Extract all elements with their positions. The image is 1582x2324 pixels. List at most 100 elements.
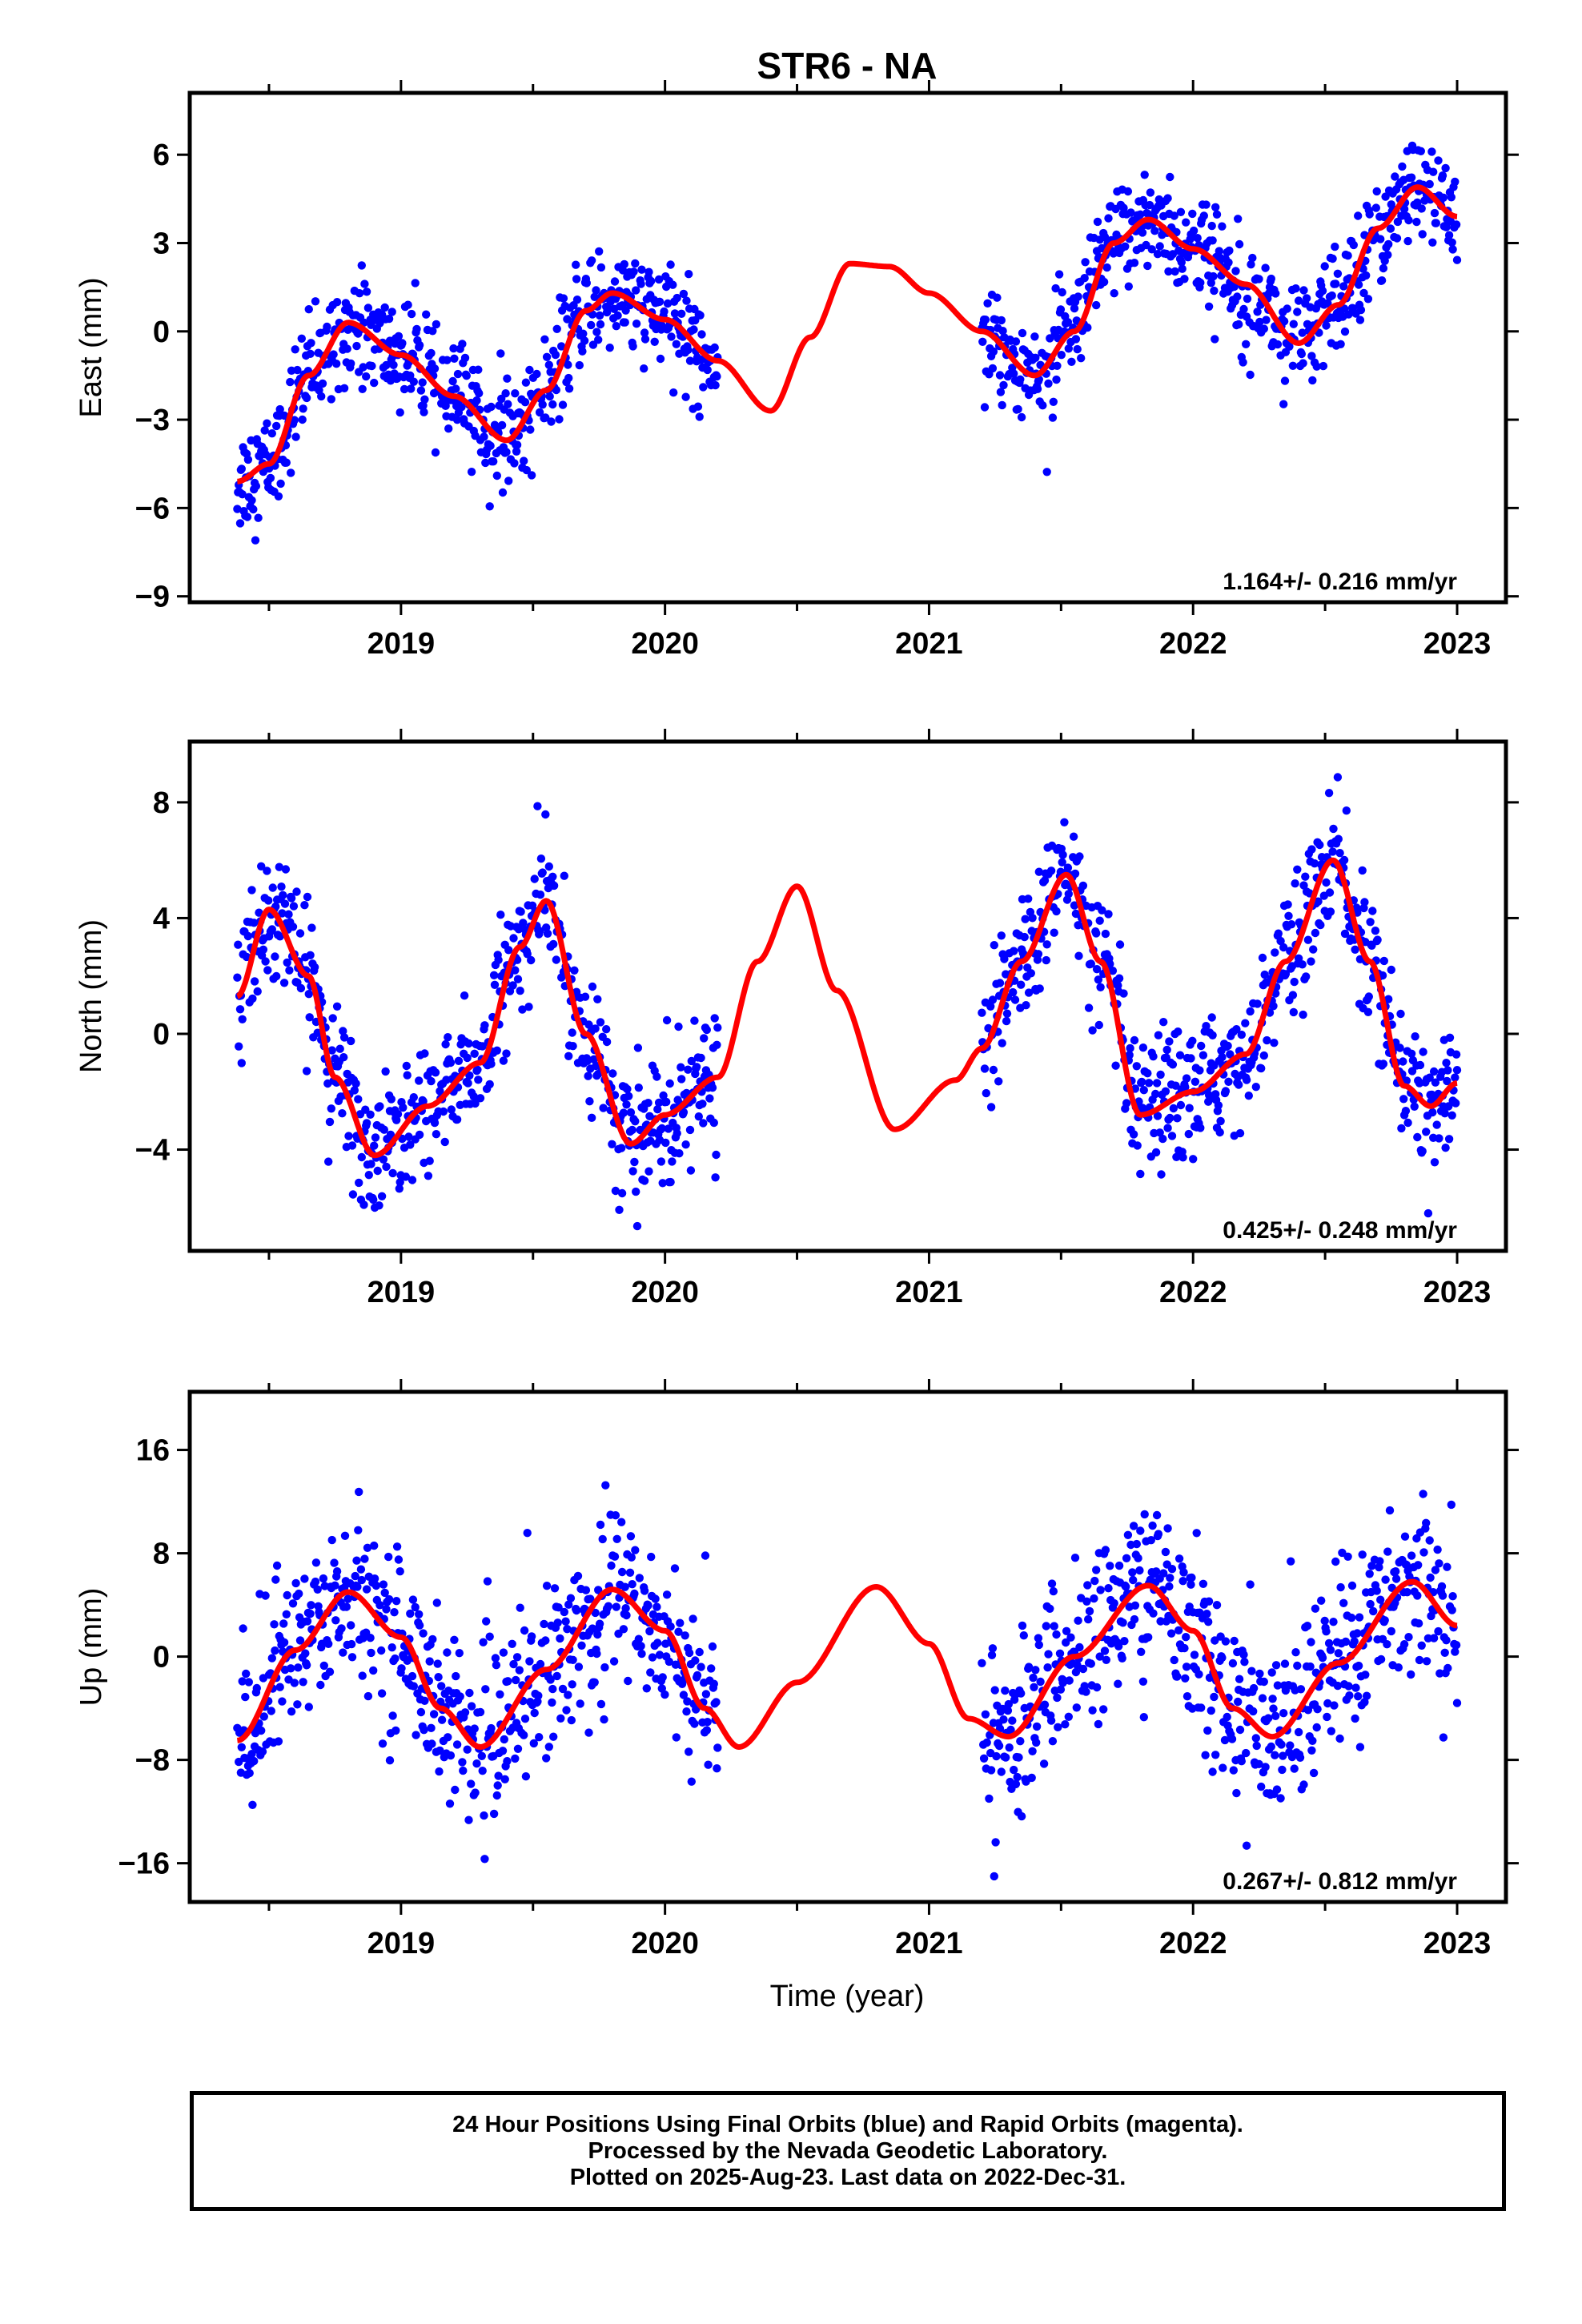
observation-point	[1372, 187, 1381, 196]
observation-point	[428, 1634, 437, 1644]
observation-point	[640, 1176, 649, 1185]
observation-point	[287, 1664, 295, 1673]
observation-point	[1235, 1128, 1245, 1138]
observation-point	[1327, 1727, 1336, 1735]
observation-point	[1394, 1663, 1403, 1672]
observation-point	[1156, 1617, 1165, 1626]
observation-point	[1101, 929, 1110, 939]
observation-point	[617, 1567, 627, 1577]
observation-point	[1261, 1763, 1270, 1771]
observation-point	[1235, 1080, 1243, 1089]
observation-point	[1407, 1551, 1416, 1560]
observation-point	[1307, 1638, 1315, 1647]
observation-point	[331, 1581, 339, 1590]
observation-point	[382, 1162, 391, 1172]
observation-point	[378, 1739, 387, 1748]
observation-point	[267, 429, 276, 438]
observation-point	[631, 259, 640, 268]
observation-point	[1182, 218, 1191, 227]
observation-point	[490, 980, 500, 990]
observation-point	[1276, 1794, 1285, 1803]
observation-point	[1239, 304, 1248, 314]
observation-point	[1249, 1707, 1258, 1716]
observation-point	[1170, 1655, 1178, 1665]
observation-point	[1159, 1569, 1168, 1578]
observation-point	[401, 1172, 411, 1181]
observation-point	[548, 872, 557, 882]
observation-point	[1239, 1651, 1248, 1659]
observation-point	[1435, 1559, 1443, 1568]
observation-point	[572, 296, 582, 304]
observation-point	[1220, 1735, 1230, 1745]
observation-point	[1182, 1692, 1192, 1701]
observation-point	[1009, 987, 1018, 997]
observation-point	[661, 1690, 669, 1699]
observation-point	[402, 1061, 411, 1071]
observation-point	[552, 1671, 561, 1681]
observation-point	[1308, 376, 1317, 385]
observation-point	[510, 459, 519, 468]
observation-point	[1191, 1077, 1200, 1087]
observation-point	[1237, 1030, 1247, 1039]
observation-point	[1271, 1661, 1281, 1670]
observation-point	[1030, 1683, 1038, 1691]
observation-point	[1240, 1658, 1249, 1667]
observation-point	[521, 378, 531, 387]
observation-point	[501, 389, 510, 398]
observation-point	[1203, 1726, 1212, 1735]
observation-point	[542, 1582, 552, 1590]
observation-point	[1153, 1112, 1162, 1120]
observation-point	[1422, 1128, 1431, 1136]
observation-point	[992, 1751, 1001, 1761]
observation-point	[564, 373, 573, 383]
observation-point	[1187, 1573, 1196, 1582]
observation-point	[620, 1582, 629, 1591]
observation-point	[504, 1677, 512, 1686]
observation-point	[460, 353, 470, 363]
observation-point	[274, 1737, 283, 1746]
observation-point	[385, 1756, 395, 1765]
observation-point	[299, 404, 307, 413]
observation-point	[1341, 1637, 1351, 1647]
observation-point	[369, 1195, 378, 1204]
observation-point	[325, 1117, 335, 1127]
observation-point	[1014, 1753, 1023, 1762]
observation-point	[520, 1626, 529, 1635]
observation-point	[1130, 1614, 1139, 1624]
observation-point	[1207, 279, 1216, 287]
observation-point	[418, 378, 427, 387]
observation-point	[690, 1719, 699, 1728]
observation-point	[440, 1137, 449, 1147]
observation-point	[536, 891, 545, 899]
observation-point	[670, 1564, 680, 1573]
observation-point	[1319, 361, 1328, 371]
observation-point	[1154, 1530, 1163, 1538]
observation-point	[480, 1021, 489, 1030]
observation-point	[379, 1125, 388, 1134]
observation-point	[285, 966, 294, 975]
observation-point	[1212, 210, 1222, 219]
observation-point	[1099, 1705, 1108, 1714]
observation-point	[1366, 918, 1375, 927]
observation-point	[595, 1619, 604, 1628]
observation-point	[278, 1697, 287, 1706]
observation-point	[644, 267, 653, 276]
observation-point	[362, 287, 371, 296]
observation-point	[339, 1027, 347, 1035]
observation-point	[593, 1630, 602, 1639]
observation-point	[1400, 1532, 1410, 1541]
observation-point	[313, 1585, 322, 1594]
observation-point	[464, 1815, 473, 1824]
observation-point	[444, 1033, 452, 1042]
observation-point	[592, 328, 601, 336]
observation-point	[590, 292, 599, 301]
observation-point	[687, 1777, 696, 1786]
observation-point	[1215, 1128, 1224, 1137]
observation-point	[674, 1627, 683, 1636]
observation-point	[580, 336, 589, 345]
observation-point	[271, 1575, 280, 1584]
caption-line-1: 24 Hour Positions Using Final Orbits (bl…	[452, 2111, 1243, 2137]
observation-point	[1086, 1659, 1096, 1668]
observation-point	[1407, 1049, 1416, 1059]
observation-point	[1022, 1001, 1030, 1010]
